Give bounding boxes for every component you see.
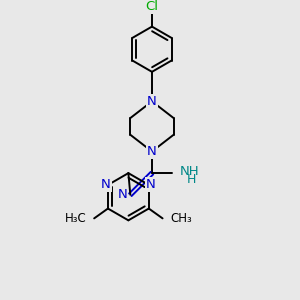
Text: N: N (146, 178, 156, 191)
Text: CH₃: CH₃ (170, 212, 192, 225)
Text: N: N (147, 95, 157, 108)
Text: N: N (147, 145, 157, 158)
Text: N: N (101, 178, 111, 191)
Text: NH: NH (179, 165, 199, 178)
Text: H₃C: H₃C (64, 212, 86, 225)
Text: Cl: Cl (146, 0, 158, 14)
Text: N: N (118, 188, 128, 201)
Text: H: H (187, 172, 196, 185)
